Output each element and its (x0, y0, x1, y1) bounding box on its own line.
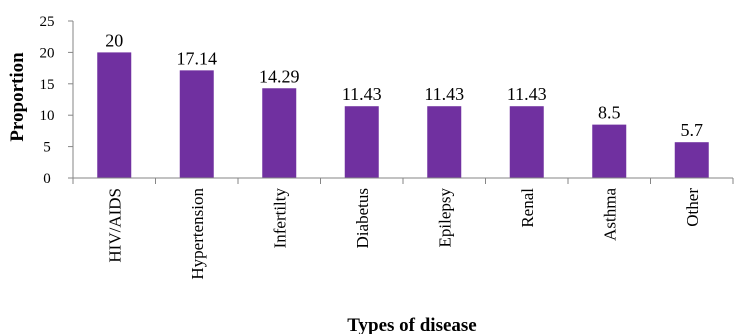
data-label: 11.43 (424, 84, 464, 104)
x-axis: HIV/AIDS Hypertension Infertilty Diabetus Ep… (72, 177, 734, 280)
x-axis-title: Types of disease (347, 315, 476, 334)
data-label: 20 (105, 30, 123, 50)
y-tick-label: 5 (43, 140, 51, 156)
bar (592, 124, 627, 178)
bar (179, 70, 214, 178)
bar (97, 52, 132, 178)
y-tick-label: 25 (40, 14, 55, 30)
y-tick-label: 20 (40, 45, 55, 61)
bars: 20 17.14 14.29 11.43 11.43 11.43 8.5 5.7 (97, 30, 709, 178)
data-label: 5.7 (681, 120, 704, 140)
x-category-label: Diabetus (353, 188, 372, 248)
data-label: 8.5 (598, 103, 621, 123)
x-category-label: Renal (518, 188, 537, 228)
x-category-label: Epilepsy (435, 188, 454, 248)
x-category-label: HIV/AIDS (105, 188, 124, 263)
bar (674, 142, 709, 178)
data-label: 11.43 (507, 84, 547, 104)
bar (509, 106, 544, 178)
bar (344, 106, 379, 178)
bar (427, 106, 462, 178)
x-category-label: Hypertension (188, 188, 207, 280)
y-axis: 0 5 10 15 20 25 (40, 14, 74, 187)
data-label: 17.14 (177, 48, 218, 68)
y-tick-label: 10 (40, 108, 55, 124)
data-label: 14.29 (259, 66, 300, 86)
y-axis-title: Proportion (7, 52, 28, 142)
x-category-label: Other (683, 188, 702, 227)
y-tick-label: 15 (40, 77, 55, 93)
data-label: 11.43 (342, 84, 382, 104)
x-category-label: Asthma (600, 188, 619, 241)
bar (262, 88, 297, 178)
y-tick-label: 0 (43, 171, 51, 187)
x-category-label: Infertilty (270, 188, 289, 249)
